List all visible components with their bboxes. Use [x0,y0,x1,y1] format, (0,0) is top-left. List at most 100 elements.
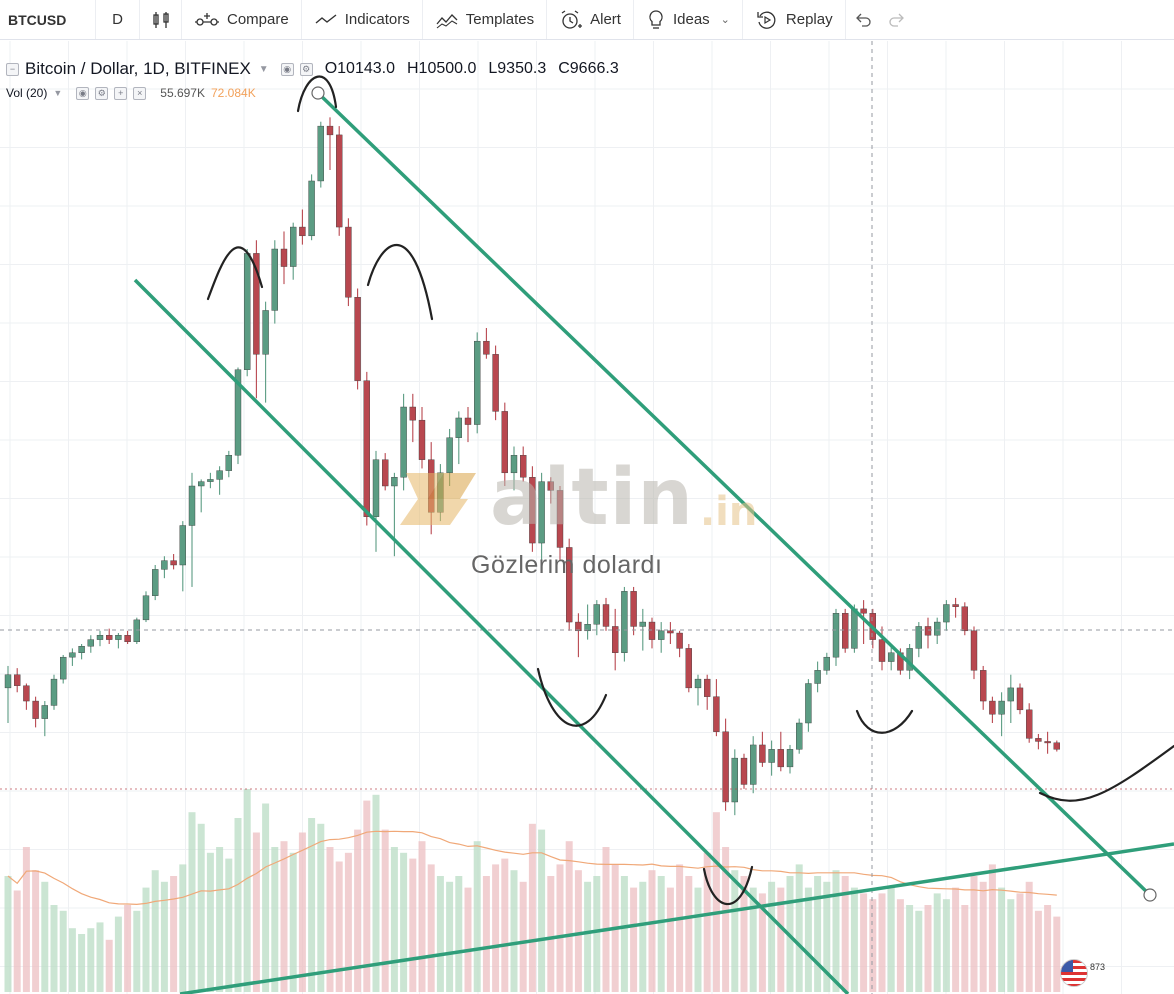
candle-body [1025,709,1033,739]
symbol-title: Bitcoin / Dollar, 1D, BITFINEX [25,59,251,78]
volume-bar [952,887,960,992]
volume-bar [216,847,224,992]
undo-button[interactable] [846,0,880,39]
chart-style-button[interactable] [140,0,182,39]
candle-body [391,477,398,487]
candle-up [243,249,251,377]
volume-bar [298,832,306,992]
close-icon[interactable]: × [133,86,147,100]
volume-bar [970,876,978,992]
settings-icon[interactable]: ⚙ [299,62,313,76]
candle-body [786,749,794,768]
candle-down [575,613,582,658]
freehand-cup-1 [536,667,608,727]
lower-channel-trendline [133,278,850,994]
templates-label: Templates [465,11,535,28]
volume-bar [731,870,739,992]
candle-body [483,340,490,355]
open-value: O10143.0 [324,60,395,77]
volume-bar [722,847,730,992]
candle-down [630,586,637,636]
volume-bar [685,876,693,992]
candle-up [814,661,821,693]
templates-icon [435,10,459,30]
volume-indicator-label: Vol (20) [6,86,48,100]
volume-bar [528,823,536,992]
candle-body [832,613,840,658]
candle-body [860,608,867,614]
alert-button[interactable]: Alert [547,0,634,39]
volume-bar [1007,899,1015,992]
volume-bar [942,899,950,992]
candle-up [510,446,518,491]
price-chart[interactable] [0,41,1174,994]
candle-body [60,656,67,680]
volume-bar [694,887,702,992]
candle-body [713,696,720,732]
volume-bar [427,864,435,992]
ideas-button[interactable]: Ideas ⌄ [634,0,743,39]
candle-body [777,749,784,768]
settings-icon[interactable]: ⚙ [95,86,109,100]
candle-up [446,428,453,486]
volume-bar [988,864,996,992]
templates-button[interactable]: Templates [423,0,548,39]
candle-body [336,134,343,228]
badge-number: 873 [1090,962,1106,972]
volume-bar [593,876,601,992]
ohlc-values: O10143.0 H10500.0 L9350.3 C9666.3 [325,60,619,78]
volume-bar [556,864,564,992]
volume-bar [538,829,546,992]
indicators-button[interactable]: Indicators [302,0,423,39]
candle-down [777,731,784,772]
candle-body [271,248,278,311]
candle-down [924,617,932,649]
chevron-down-icon[interactable]: ▼ [258,63,269,75]
volume-bar [4,876,12,992]
chevron-down-icon[interactable]: ▼ [53,88,63,98]
candle-up [115,633,122,649]
volume-bar [510,870,518,992]
redo-button[interactable] [880,0,914,39]
candle-body [805,683,812,724]
candle-up [584,604,591,640]
volume-bar [602,847,610,992]
candle-down [602,597,610,631]
volume-bar [59,910,67,992]
candle-up [151,565,159,601]
chart-pane[interactable]: − Bitcoin / Dollar, 1D, BITFINEX ▼ ◉ ⚙ O… [0,41,1174,994]
candle-body [437,472,444,513]
volume-bar [804,887,812,992]
compare-button[interactable]: Compare [182,0,302,39]
add-icon[interactable]: + [114,86,128,100]
candle-up [96,630,104,647]
candle-body [133,619,141,643]
upper-channel-trendline [316,91,1152,897]
candle-up [290,222,297,280]
eye-icon[interactable]: ◉ [76,86,90,100]
volume-bar [648,870,656,992]
eye-icon[interactable]: ◉ [280,62,294,76]
candle-body [676,632,683,649]
candle-body [612,626,619,653]
collapse-icon[interactable]: − [6,62,19,76]
candle-body [1007,687,1014,702]
volume-bar [87,928,95,992]
symbol-search-button[interactable]: BTCUSD [0,0,96,39]
replay-button[interactable]: Replay [743,0,846,39]
interval-button[interactable]: D [96,0,140,39]
volume-bar [850,887,858,992]
volume-bar [896,899,904,992]
candle-body [409,406,416,421]
candle-up [216,466,223,495]
candle-body [658,630,665,640]
candle-body [980,670,987,702]
candle-body [639,621,646,627]
candle-down [299,209,306,245]
candle-down [676,630,683,658]
candle-down [722,718,729,811]
volume-value: 55.697K [160,86,205,100]
redo-icon [888,12,906,28]
candle-up [658,622,665,653]
candle-body [851,608,858,649]
